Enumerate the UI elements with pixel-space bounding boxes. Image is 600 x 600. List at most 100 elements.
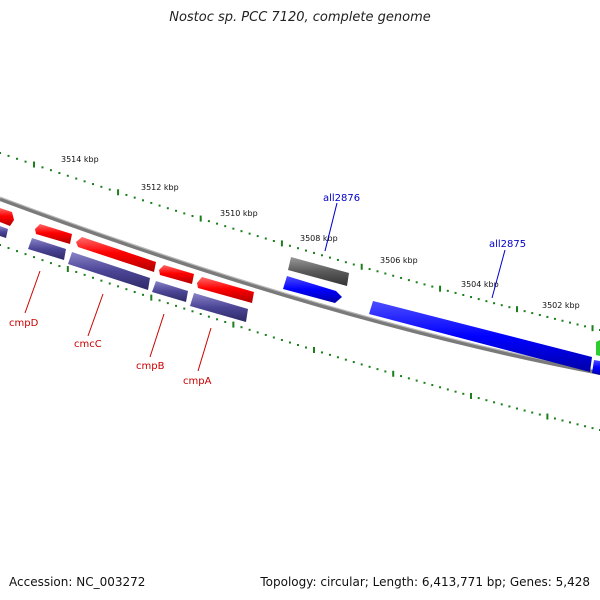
minor-tick [7,247,10,250]
minor-tick [49,169,52,172]
minor-tick [415,281,418,284]
gene-green-edge[interactable] [596,340,600,356]
tick-labels: 3514 kbp 3512 kbp 3510 kbp 3508 kbp 3506… [61,155,580,310]
minor-tick [108,282,111,285]
major-tick [199,215,202,222]
minor-tick [207,220,210,223]
minor-tick [41,259,44,262]
gene-arrow[interactable] [68,252,150,290]
minor-tick [166,207,169,210]
minor-tick [24,253,27,256]
minor-tick [142,293,145,296]
gene-arrow[interactable] [190,293,248,322]
gene-arrow[interactable] [152,281,188,302]
minor-tick [117,285,120,288]
minor-tick [58,265,61,268]
minor-tick [569,421,572,424]
minor-tick [183,307,186,310]
minor-tick [83,180,86,183]
gene-arrow[interactable] [28,238,66,260]
minor-tick [454,390,457,393]
map-title: Nostoc sp. PCC 7120, complete genome [169,10,431,25]
minor-tick [75,270,78,273]
minor-tick [191,310,194,313]
minor-tick [344,261,347,264]
minor-tick [400,276,403,279]
minor-tick [232,227,235,230]
major-tick [546,413,549,420]
minor-tick [538,413,541,416]
minor-tick [493,302,496,305]
minor-tick [312,251,315,254]
minor-tick [158,299,161,302]
gene-label-cmpb[interactable]: cmpB [136,361,165,372]
minor-tick [538,314,541,317]
minor-tick [477,397,480,400]
minor-tick [336,258,339,261]
reverse-strand-genes [0,226,248,322]
minor-tick [24,160,27,163]
minor-tick [336,356,339,359]
major-tick [312,346,315,353]
minor-tick [352,361,355,364]
minor-tick [561,319,564,322]
gene-blue-short[interactable] [283,276,342,303]
minor-tick [352,263,355,266]
minor-tick [384,272,387,275]
minor-tick [75,177,78,180]
major-tick [591,325,594,332]
gene-arrow[interactable] [197,277,254,303]
minor-tick [546,315,549,318]
forward-strand-genes [0,208,254,303]
gene-blue-edge[interactable] [592,360,600,375]
genome-stats-text: Topology: circular; Length: 6,413,771 bp… [260,575,590,589]
major-tick [280,240,283,247]
minor-tick [288,244,291,247]
minor-tick [142,199,145,202]
gene-label-cmpa[interactable]: cmpA [183,376,212,387]
gene-all2876[interactable] [288,257,349,286]
gene-arrow[interactable] [0,226,8,238]
minor-tick [446,289,449,292]
gene-labels: cmpD cmcC cmpB cmpA all2876 all2875 [9,193,526,387]
minor-tick [0,152,1,154]
minor-tick [158,204,161,207]
gene-label-all2876[interactable]: all2876 [323,193,360,204]
major-tick [117,189,120,196]
gene-arrow[interactable] [159,265,194,284]
major-tick [470,392,473,399]
tick-label-3506: 3506 kbp [380,256,418,265]
minor-tick [591,427,594,430]
minor-tick [376,270,379,273]
minor-tick [272,336,275,339]
minor-tick [304,249,307,252]
gene-arrow[interactable] [35,224,72,244]
minor-tick [485,399,488,402]
accession-text: Accession: NC_003272 [9,575,146,589]
minor-tick [500,403,503,406]
minor-tick [92,276,95,279]
tick-label-3510: 3510 kbp [220,209,258,218]
minor-tick [16,157,19,160]
minor-tick [439,386,442,389]
minor-tick [523,409,526,412]
minor-tick [248,232,251,235]
gene-label-all2875[interactable]: all2875 [489,239,526,250]
gene-arrow[interactable] [76,237,156,272]
minor-tick [16,250,19,253]
minor-tick [175,304,178,307]
minor-tick [454,291,457,294]
major-tick [33,161,36,168]
minor-tick [584,325,587,328]
minor-tick [344,358,347,361]
minor-tick [423,381,426,384]
gene-label-cmcc[interactable]: cmcC [74,339,102,350]
minor-tick [304,346,307,349]
gene-label-cmpd[interactable]: cmpD [9,318,39,329]
minor-tick [49,262,52,265]
minor-tick [576,323,579,326]
gene-arrow[interactable] [0,208,14,226]
gene-all2875[interactable] [369,301,592,372]
minor-tick [553,317,556,320]
